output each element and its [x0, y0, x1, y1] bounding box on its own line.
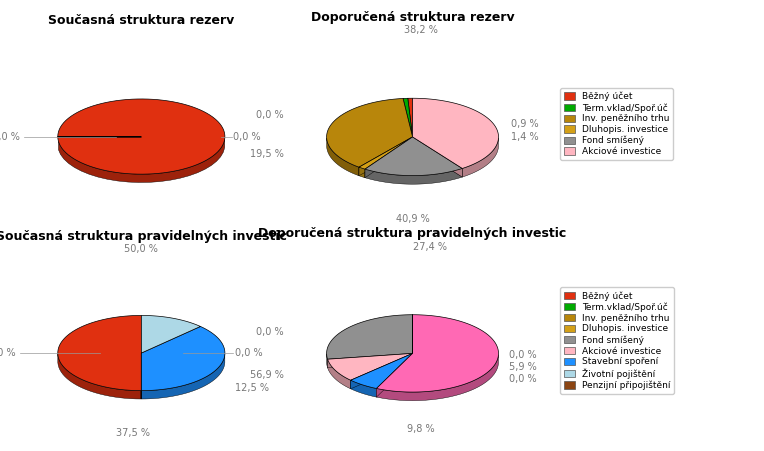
Polygon shape	[351, 380, 377, 397]
Text: 38,2 %: 38,2 %	[404, 26, 438, 36]
Polygon shape	[327, 98, 413, 167]
Polygon shape	[365, 137, 413, 178]
Polygon shape	[377, 354, 413, 397]
Polygon shape	[327, 315, 413, 359]
Text: 0,0 %: 0,0 %	[0, 348, 16, 358]
Polygon shape	[59, 139, 225, 183]
Title: Doporučená struktura pravidelných investic: Doporučená struktura pravidelných invest…	[258, 227, 567, 240]
Polygon shape	[328, 354, 413, 380]
Text: 0,0 %: 0,0 %	[256, 327, 283, 337]
Text: 100,0 %: 100,0 %	[0, 132, 20, 142]
Title: Současná struktura rezerv: Současná struktura rezerv	[48, 14, 235, 27]
Text: 0,9 %: 0,9 %	[511, 119, 539, 129]
Text: 1,4 %: 1,4 %	[511, 132, 539, 142]
Polygon shape	[141, 354, 225, 399]
Polygon shape	[408, 98, 413, 137]
Polygon shape	[462, 138, 498, 177]
Text: 56,9 %: 56,9 %	[250, 370, 283, 380]
Polygon shape	[58, 315, 141, 391]
Title: Doporučená struktura rezerv: Doporučená struktura rezerv	[311, 11, 514, 24]
Text: 50,0 %: 50,0 %	[125, 244, 158, 254]
Polygon shape	[328, 354, 413, 368]
Polygon shape	[359, 137, 413, 169]
Polygon shape	[359, 137, 413, 176]
Polygon shape	[359, 137, 413, 176]
Title: Současná struktura pravidelných investic: Současná struktura pravidelných investic	[0, 230, 286, 243]
Polygon shape	[351, 354, 413, 388]
Text: 0,0 %: 0,0 %	[509, 350, 536, 360]
Text: 0,0 %: 0,0 %	[233, 132, 261, 142]
Polygon shape	[327, 138, 359, 176]
Polygon shape	[413, 137, 462, 177]
Polygon shape	[141, 315, 200, 353]
Legend: Běžný účet, Term.vklad/Spoř.úč, Inv. peněžního trhu, Dluhopis. investice, Fond s: Běžný účet, Term.vklad/Spoř.úč, Inv. pen…	[560, 287, 674, 394]
Polygon shape	[377, 315, 498, 392]
Polygon shape	[359, 167, 365, 178]
Polygon shape	[351, 354, 413, 389]
Text: 0,0 %: 0,0 %	[235, 348, 263, 358]
Polygon shape	[141, 327, 225, 391]
Text: 27,4 %: 27,4 %	[413, 242, 447, 252]
Text: 0,0 %: 0,0 %	[256, 110, 283, 120]
Polygon shape	[377, 354, 413, 397]
Text: 19,5 %: 19,5 %	[250, 149, 283, 159]
Text: 37,5 %: 37,5 %	[116, 428, 150, 438]
Polygon shape	[328, 354, 413, 368]
Text: 12,5 %: 12,5 %	[235, 383, 269, 393]
Polygon shape	[328, 359, 351, 389]
Text: 9,8 %: 9,8 %	[407, 424, 435, 434]
Polygon shape	[365, 169, 462, 184]
Polygon shape	[365, 137, 413, 178]
Polygon shape	[377, 355, 498, 400]
Text: 5,9 %: 5,9 %	[509, 362, 536, 372]
Text: 0,0 %: 0,0 %	[509, 374, 536, 384]
Polygon shape	[365, 137, 462, 175]
Legend: Běžný účet, Term.vklad/Spoř.úč, Inv. peněžního trhu, Dluhopis. investice, Fond s: Běžný účet, Term.vklad/Spoř.úč, Inv. pen…	[560, 88, 673, 160]
Polygon shape	[413, 98, 498, 169]
Polygon shape	[58, 99, 225, 174]
Text: 40,9 %: 40,9 %	[396, 214, 429, 224]
Polygon shape	[58, 354, 141, 399]
Polygon shape	[413, 137, 462, 177]
Polygon shape	[327, 354, 328, 368]
Polygon shape	[403, 98, 413, 137]
Polygon shape	[351, 354, 413, 389]
